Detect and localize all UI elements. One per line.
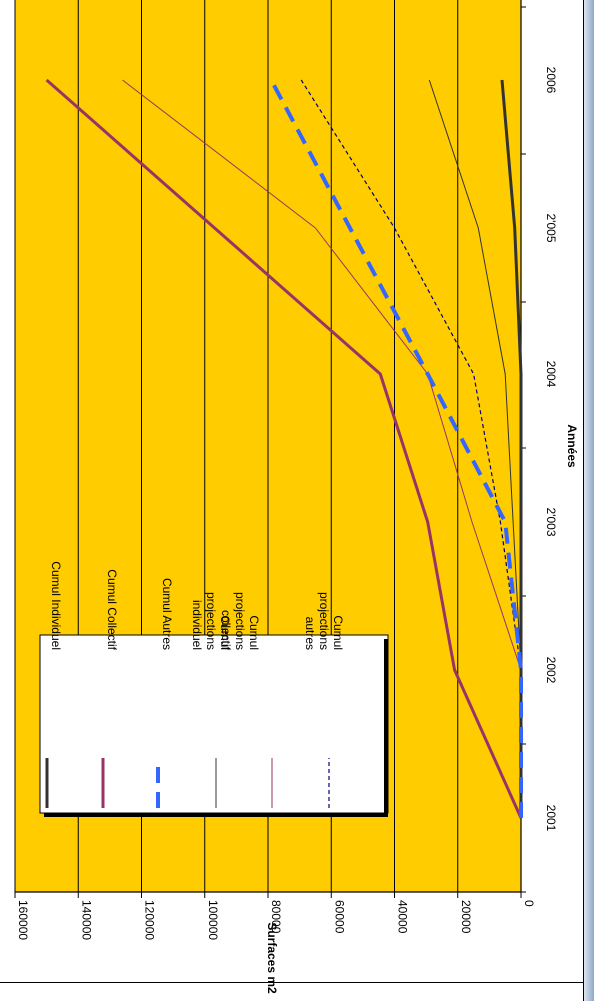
value-tick-label: 20000 [459, 900, 473, 934]
legend-shadow-right [384, 639, 388, 817]
x-axis-title: Années [565, 424, 579, 468]
value-tick-label: 0 [522, 900, 536, 907]
year-tick-label: 2001 [544, 805, 558, 832]
value-tick-label: 60000 [332, 900, 346, 934]
year-tick-label: 2004 [544, 361, 558, 388]
bottom-border [0, 982, 583, 983]
right-border [583, 0, 584, 1001]
value-tick-label: 120000 [143, 900, 157, 940]
legend-label: Cumul Collectif [105, 569, 119, 650]
legend-label-line: Cumul Individuel [49, 561, 63, 650]
legend-label-line: Cumul [331, 615, 345, 650]
series-line [300, 79, 522, 671]
year-tick-label: 2'005 [544, 214, 558, 243]
series-line [45, 78, 523, 819]
legend-label: Cumul Autres [160, 578, 174, 650]
series-lines [45, 78, 523, 819]
year-tick-label: 2002 [544, 657, 558, 684]
legend-label-line: individuel [190, 600, 204, 650]
series-line [500, 79, 523, 818]
legend-shadow-bottom [44, 813, 388, 817]
series-line [428, 79, 522, 671]
legend-label: Cumulprojectionsautres [303, 592, 345, 650]
legend-box [39, 634, 389, 814]
legend-label: Cumulprojectionsindividuel [190, 592, 232, 650]
side-gradient-bar [583, 0, 594, 1001]
legend: Cumul Individuel Cumul Collectif Cumul Aut… [39, 561, 389, 817]
tick-labels: 0 20000 40000 60000 80000 100000 120000 140000 1… [16, 67, 558, 941]
year-tick-label: 2'003 [544, 508, 558, 537]
legend-label-line: projections [233, 592, 247, 650]
legend-label-line: Cumul [247, 615, 261, 650]
legend-label-line: projections [204, 592, 218, 650]
legend-label-line: Cumul Collectif [105, 569, 119, 650]
value-tick-label: 40000 [396, 900, 410, 934]
value-tick-label: 100000 [206, 900, 220, 940]
year-tick-label: 2006 [544, 67, 558, 94]
value-tick-label: 80000 [269, 900, 283, 934]
y-axis-title: Surfaces m2 [265, 922, 279, 994]
value-tick-label: 140000 [79, 900, 93, 940]
legend-label-line: projections [317, 592, 331, 650]
legend-label-line: autres [303, 617, 317, 650]
value-tick-label: 160000 [16, 900, 30, 940]
legend-label: Cumulprojectionscollectif [219, 592, 261, 651]
legend-label: Cumul Individuel [49, 561, 63, 650]
legend-label-line: Cumul Autres [160, 578, 174, 650]
legend-label-line: collectif [219, 610, 233, 651]
legend-label-line: Cumul [218, 615, 232, 650]
